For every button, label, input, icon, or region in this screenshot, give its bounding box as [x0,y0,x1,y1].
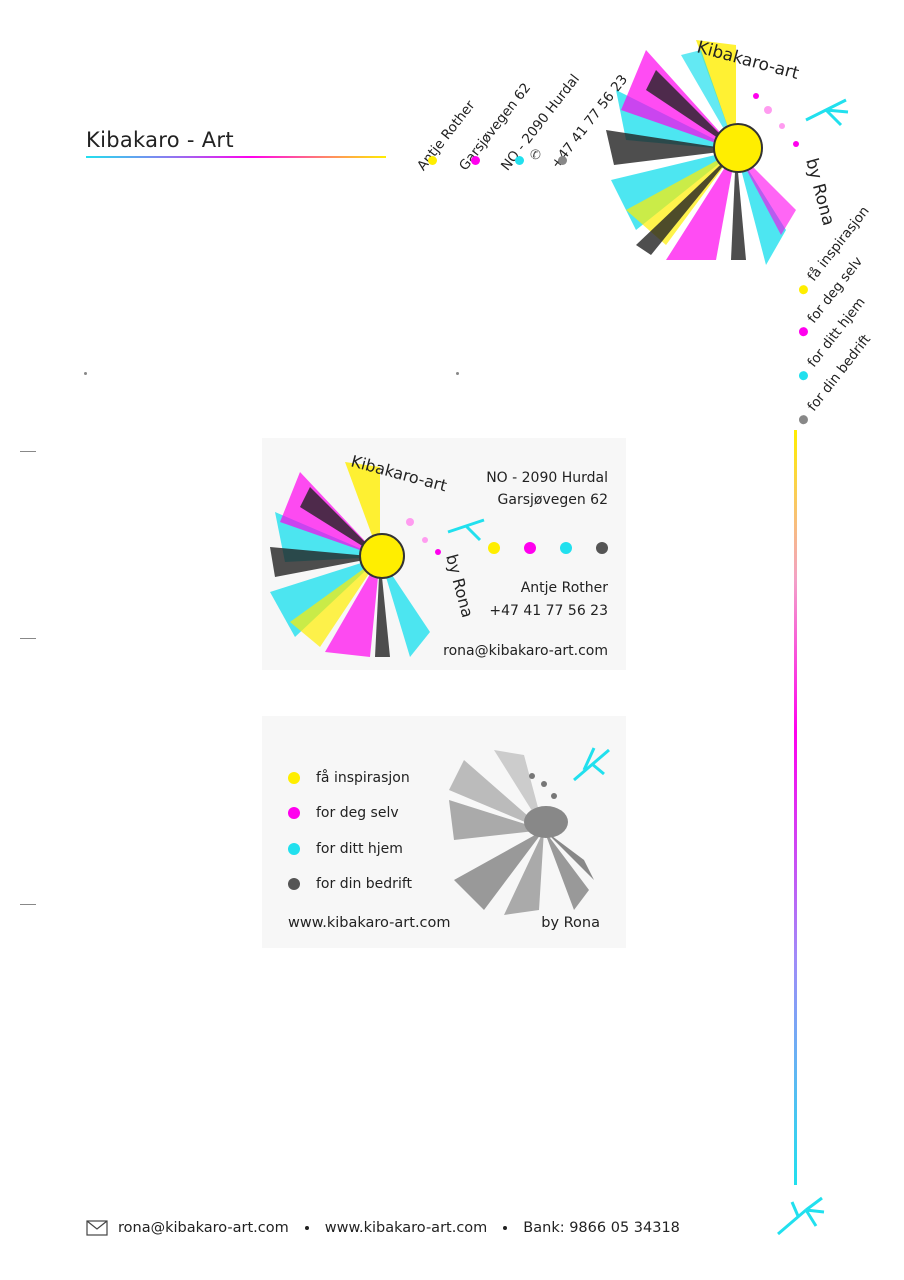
vertical-gradient-line [794,430,797,1185]
yellow-dot [428,156,437,165]
title-underline [86,156,386,158]
card-name: Antje Rother [520,580,608,596]
slogan-list: få inspirasjon for deg selv for ditt hje… [796,203,880,426]
page-title: Kibakaro - Art [86,128,234,152]
magenta-dot [471,156,480,165]
gray-flower-illustration [449,747,610,915]
list-item: for ditt hjem [288,831,412,867]
fold-mark [84,372,87,375]
card-by-text: by Rona [442,552,477,620]
cyan-dot [796,369,810,382]
list-item: for deg selv [288,796,412,832]
separator-dot [304,1226,309,1230]
flower-logo: Kibakaro-art by Rona [606,38,849,265]
cyan-dot [288,842,300,855]
list-item: få inspirasjon [288,760,412,796]
yellow-dot [288,771,300,784]
footer-website[interactable]: www.kibakaro-art.com [324,1220,488,1236]
gray-dot [596,542,608,554]
fold-mark [20,904,36,905]
yellow-dot [796,283,810,296]
card-flower-logo: Kibakaro-art by Rona [270,452,485,657]
cyan-dot [515,156,524,165]
phone-icon: ✆ [530,148,541,163]
card-color-dots [488,542,608,554]
cyan-dot [560,542,572,554]
card-by-text: by Rona [541,915,600,931]
footer-email[interactable]: rona@kibakaro-art.com [118,1220,289,1236]
card-email: rona@kibakaro-art.com [443,643,608,659]
mail-icon [86,1220,108,1236]
card-address-street: Garsjøvegen 62 [497,492,608,508]
card-phone: +47 41 77 56 23 [489,603,608,619]
card-address-city: NO - 2090 Hurdal [486,470,608,486]
gray-dot [558,156,567,165]
seed-icon [777,1196,825,1236]
yellow-dot [488,542,500,554]
magenta-dot [524,542,536,554]
card-website: www.kibakaro-art.com [288,915,451,931]
gray-dot [796,413,810,426]
business-card-back: få inspirasjon for deg selv for ditt hje… [262,716,626,948]
fold-mark [20,638,36,639]
magenta-dot [796,325,810,338]
card-slogan-list: få inspirasjon for deg selv for ditt hje… [288,760,412,902]
gray-dot [288,878,300,891]
fold-mark [456,372,459,375]
footer-bank: Bank: 9866 05 34318 [523,1220,680,1236]
footer: rona@kibakaro-art.com www.kibakaro-art.c… [86,1220,680,1236]
business-card-front: Kibakaro-art by Rona NO - 2090 Hurdal Ga… [262,438,626,670]
list-item: for din bedrift [288,867,412,903]
fold-mark [20,451,36,452]
separator-dot [503,1226,508,1230]
magenta-dot [288,807,300,820]
